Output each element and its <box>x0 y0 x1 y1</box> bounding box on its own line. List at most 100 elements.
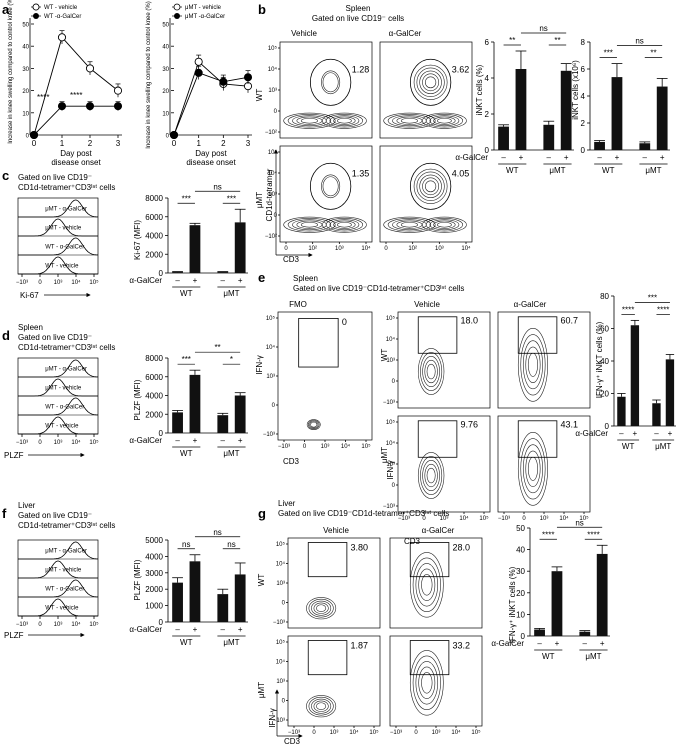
sig-label: **** <box>622 305 634 314</box>
bar <box>172 272 183 273</box>
contour <box>422 216 467 233</box>
c-bar-ylabel: Ki-67 (MFI) <box>133 220 142 260</box>
contour <box>422 460 440 492</box>
panel-e-row-umt: μMT <box>380 447 389 463</box>
galcer-row-label: α-GalCer <box>455 153 488 162</box>
contour <box>307 420 320 430</box>
contour <box>412 655 441 710</box>
contour <box>413 64 448 100</box>
contour <box>421 574 433 596</box>
xtick-label: 0 <box>522 516 526 522</box>
xtick-label: 10⁴ <box>341 443 351 450</box>
galcer-sign: + <box>238 625 243 634</box>
gate <box>307 640 348 676</box>
galcer-sign: – <box>654 429 659 438</box>
xtick-label: 10⁵ <box>89 621 99 628</box>
galcer-sign: + <box>193 276 198 285</box>
histogram-label: WT - vehicle <box>45 263 79 269</box>
galcer-sign: – <box>619 429 624 438</box>
panel-f-title3: CD1d-tetramer⁺CD3ᴵⁿᵗ cells <box>18 521 115 530</box>
bar <box>560 70 572 150</box>
panel-f-xlabel: PLZF <box>4 631 24 640</box>
panel-a-letter: a <box>2 2 10 17</box>
ytick-label: 0 <box>521 632 526 641</box>
contour <box>419 174 442 199</box>
panel-e-ylabel: IFN-γ <box>386 460 395 480</box>
gate-value: 3.80 <box>351 543 369 553</box>
ytick-label: 10⁵ <box>386 419 396 426</box>
contour <box>387 114 432 128</box>
sig-label: **** <box>542 530 554 539</box>
xtick-label: 0 <box>312 730 316 736</box>
xtick-label: 10⁵ <box>89 439 99 446</box>
gate <box>409 58 452 106</box>
ytick-label: 10⁴ <box>268 170 278 177</box>
ytick-label: 8 <box>581 38 586 47</box>
contour <box>321 70 341 95</box>
panel-b-ylabel: CD1d-tetramer <box>265 168 274 221</box>
sig-label: **** <box>587 530 599 539</box>
g-bar-ylabel: IFN-γ⁺ iNKT cells (%) <box>508 566 517 643</box>
xtick-label: 10⁵ <box>479 515 489 522</box>
group-label-wt: WT <box>180 289 193 298</box>
panel-e-fmo-ylabel: IFN-γ <box>255 355 264 375</box>
a-right-xlabel1: Day post <box>195 149 227 158</box>
ytick-label: −10³ <box>273 620 285 626</box>
contour <box>306 419 321 431</box>
contour <box>522 340 543 390</box>
contour <box>409 552 444 618</box>
gate-value: 43.1 <box>561 420 579 430</box>
ytick-label: 10 <box>22 111 29 117</box>
ytick-label: 40 <box>22 45 29 51</box>
contour <box>520 334 546 396</box>
flow-plot-frame <box>397 415 491 513</box>
panel-f-title1: Liver <box>18 501 36 510</box>
histogram-label: μMT - α-GalCer <box>45 548 87 554</box>
data-point <box>169 130 179 140</box>
galcer-row-label: α-GalCer <box>129 276 162 285</box>
contour <box>309 420 319 429</box>
bar <box>172 412 183 433</box>
contour <box>429 115 460 127</box>
panel-d-letter: d <box>2 328 10 343</box>
data-point <box>85 64 95 73</box>
ytick-label: 10⁵ <box>276 639 286 646</box>
galcer-row-label: α-GalCer <box>575 429 608 438</box>
galcer-sign: – <box>501 153 506 162</box>
panel-d-xlabel: PLZF <box>4 451 24 460</box>
ytick-label: 8000 <box>145 194 163 203</box>
panel-c-title1: Gated on live CD19⁻ <box>18 173 92 182</box>
contour <box>300 221 318 228</box>
contour <box>310 421 318 428</box>
a-left-legend-1: WT - vehicle <box>44 5 78 11</box>
gate-value: 9.76 <box>461 420 479 430</box>
contour <box>422 73 440 92</box>
ytick-label: 50 <box>22 23 29 29</box>
ytick-label: 10³ <box>268 88 277 94</box>
contour <box>420 456 443 495</box>
xtick-label: 10³ <box>432 730 441 736</box>
contour <box>426 363 436 380</box>
contour <box>383 216 436 233</box>
contour <box>425 76 437 89</box>
bar <box>579 631 591 636</box>
ytick-label: −10² <box>265 130 277 136</box>
ytick-label: 4000 <box>145 232 163 241</box>
panel-e-fmo-xlabel: CD3 <box>283 457 300 466</box>
histogram-label: μMT - α-GalCer <box>45 366 87 372</box>
contour <box>426 467 436 484</box>
contour <box>422 356 440 388</box>
galcer-sign: + <box>633 429 638 438</box>
xtick-label: 10⁵ <box>369 729 379 736</box>
b-bar2-ylabel: iNKT cells (x10⁶) <box>571 60 580 120</box>
a-sig-2: **** <box>70 91 82 100</box>
ytick-label: 20 <box>162 89 169 95</box>
panel-f-letter: f <box>2 506 7 521</box>
contour <box>413 168 448 204</box>
ytick-label: 2000 <box>145 250 163 259</box>
sig-label: **** <box>657 305 669 314</box>
sig-label: ** <box>554 36 560 45</box>
group-label-umt: μMT <box>655 442 671 451</box>
